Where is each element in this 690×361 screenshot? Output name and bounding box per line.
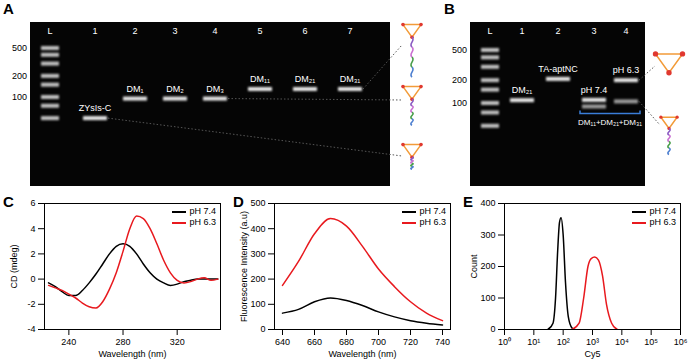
svg-text:10³: 10³ xyxy=(586,337,599,347)
svg-text:pH 6.3: pH 6.3 xyxy=(613,65,640,75)
svg-text:660: 660 xyxy=(307,337,322,347)
html-text:pH 6.3: pH 6.3 xyxy=(419,217,446,227)
svg-text:ZYsIs-C: ZYsIs-C xyxy=(79,103,112,113)
html-text:E: E xyxy=(463,193,473,210)
html-text:pH 6.3: pH 6.3 xyxy=(649,217,676,227)
svg-text:1: 1 xyxy=(92,26,97,36)
svg-text:Wavelength (nm): Wavelength (nm) xyxy=(328,349,396,359)
svg-text:400: 400 xyxy=(480,198,495,208)
svg-text:6: 6 xyxy=(30,198,35,208)
svg-text:3: 3 xyxy=(591,26,596,36)
svg-text:100: 100 xyxy=(12,92,27,102)
svg-text:Fluorescence Intensity (a.u): Fluorescence Intensity (a.u) xyxy=(239,211,249,322)
svg-text:0: 0 xyxy=(30,274,35,284)
svg-text:L: L xyxy=(47,26,52,36)
svg-text:DM₃: DM₃ xyxy=(206,84,224,94)
svg-text:-4: -4 xyxy=(27,324,35,334)
svg-text:Cy5: Cy5 xyxy=(584,349,600,359)
svg-text:CD (mdeg): CD (mdeg) xyxy=(9,244,19,288)
svg-text:740: 740 xyxy=(435,337,450,347)
svg-text:720: 720 xyxy=(403,337,418,347)
svg-text:300: 300 xyxy=(250,249,265,259)
svg-text:240: 240 xyxy=(61,337,76,347)
svg-text:4: 4 xyxy=(30,224,35,234)
svg-text:200: 200 xyxy=(250,274,265,284)
svg-text:10⁰: 10⁰ xyxy=(498,337,511,347)
svg-text:640: 640 xyxy=(275,337,290,347)
svg-text:280: 280 xyxy=(116,337,131,347)
svg-text:DM₁: DM₁ xyxy=(126,84,143,94)
svg-text:0: 0 xyxy=(490,324,495,334)
svg-text:DM₂: DM₂ xyxy=(166,84,184,94)
svg-text:pH 7.4: pH 7.4 xyxy=(581,85,608,95)
svg-text:-2: -2 xyxy=(27,299,35,309)
svg-text:200: 200 xyxy=(12,71,27,81)
svg-text:10⁵: 10⁵ xyxy=(644,337,658,347)
html-text:pH 6.3: pH 6.3 xyxy=(189,217,216,227)
svg-text:500: 500 xyxy=(452,45,467,55)
svg-text:DM₂₁: DM₂₁ xyxy=(295,74,316,84)
svg-text:2: 2 xyxy=(555,26,560,36)
html-text:pH 7.4: pH 7.4 xyxy=(649,206,676,216)
svg-text:TA-aptNC: TA-aptNC xyxy=(538,64,578,74)
svg-text:400: 400 xyxy=(250,224,265,234)
svg-text:3: 3 xyxy=(172,26,177,36)
svg-text:700: 700 xyxy=(371,337,386,347)
svg-text:500: 500 xyxy=(12,43,27,53)
svg-text:1: 1 xyxy=(519,26,524,36)
svg-text:Wavelength (nm): Wavelength (nm) xyxy=(98,349,166,359)
svg-text:0: 0 xyxy=(260,324,265,334)
svg-text:10²: 10² xyxy=(557,337,570,347)
html-text:pH 7.4: pH 7.4 xyxy=(189,206,216,216)
svg-text:200: 200 xyxy=(452,75,467,85)
svg-text:200: 200 xyxy=(480,261,495,271)
svg-text:10⁶: 10⁶ xyxy=(674,337,688,347)
svg-text:2: 2 xyxy=(132,26,137,36)
html-text:C: C xyxy=(3,193,14,210)
svg-text:DM₁₁: DM₁₁ xyxy=(250,74,270,84)
html-text:D: D xyxy=(233,193,244,210)
html-text:pH 7.4: pH 7.4 xyxy=(419,206,446,216)
svg-text:4: 4 xyxy=(623,26,628,36)
svg-text:100: 100 xyxy=(480,293,495,303)
svg-text:A: A xyxy=(3,0,14,17)
svg-text:4: 4 xyxy=(212,26,217,36)
svg-text:300: 300 xyxy=(480,230,495,240)
svg-text:5: 5 xyxy=(257,26,262,36)
svg-text:10⁴: 10⁴ xyxy=(615,337,629,347)
svg-text:7: 7 xyxy=(347,26,352,36)
svg-text:320: 320 xyxy=(170,337,185,347)
svg-text:L: L xyxy=(487,26,492,36)
svg-text:100: 100 xyxy=(452,98,467,108)
svg-text:10¹: 10¹ xyxy=(527,337,540,347)
svg-text:B: B xyxy=(444,0,455,17)
svg-text:DM₁₁+DM₂₁+DM₃₁: DM₁₁+DM₂₁+DM₃₁ xyxy=(578,118,642,127)
svg-text:680: 680 xyxy=(339,337,354,347)
svg-text:DM₂₁: DM₂₁ xyxy=(512,85,533,95)
svg-text:100: 100 xyxy=(250,299,265,309)
svg-text:2: 2 xyxy=(30,249,35,259)
svg-text:DM₃₁: DM₃₁ xyxy=(340,74,361,84)
svg-text:500: 500 xyxy=(250,198,265,208)
svg-text:Count: Count xyxy=(469,254,479,279)
svg-text:6: 6 xyxy=(302,26,307,36)
